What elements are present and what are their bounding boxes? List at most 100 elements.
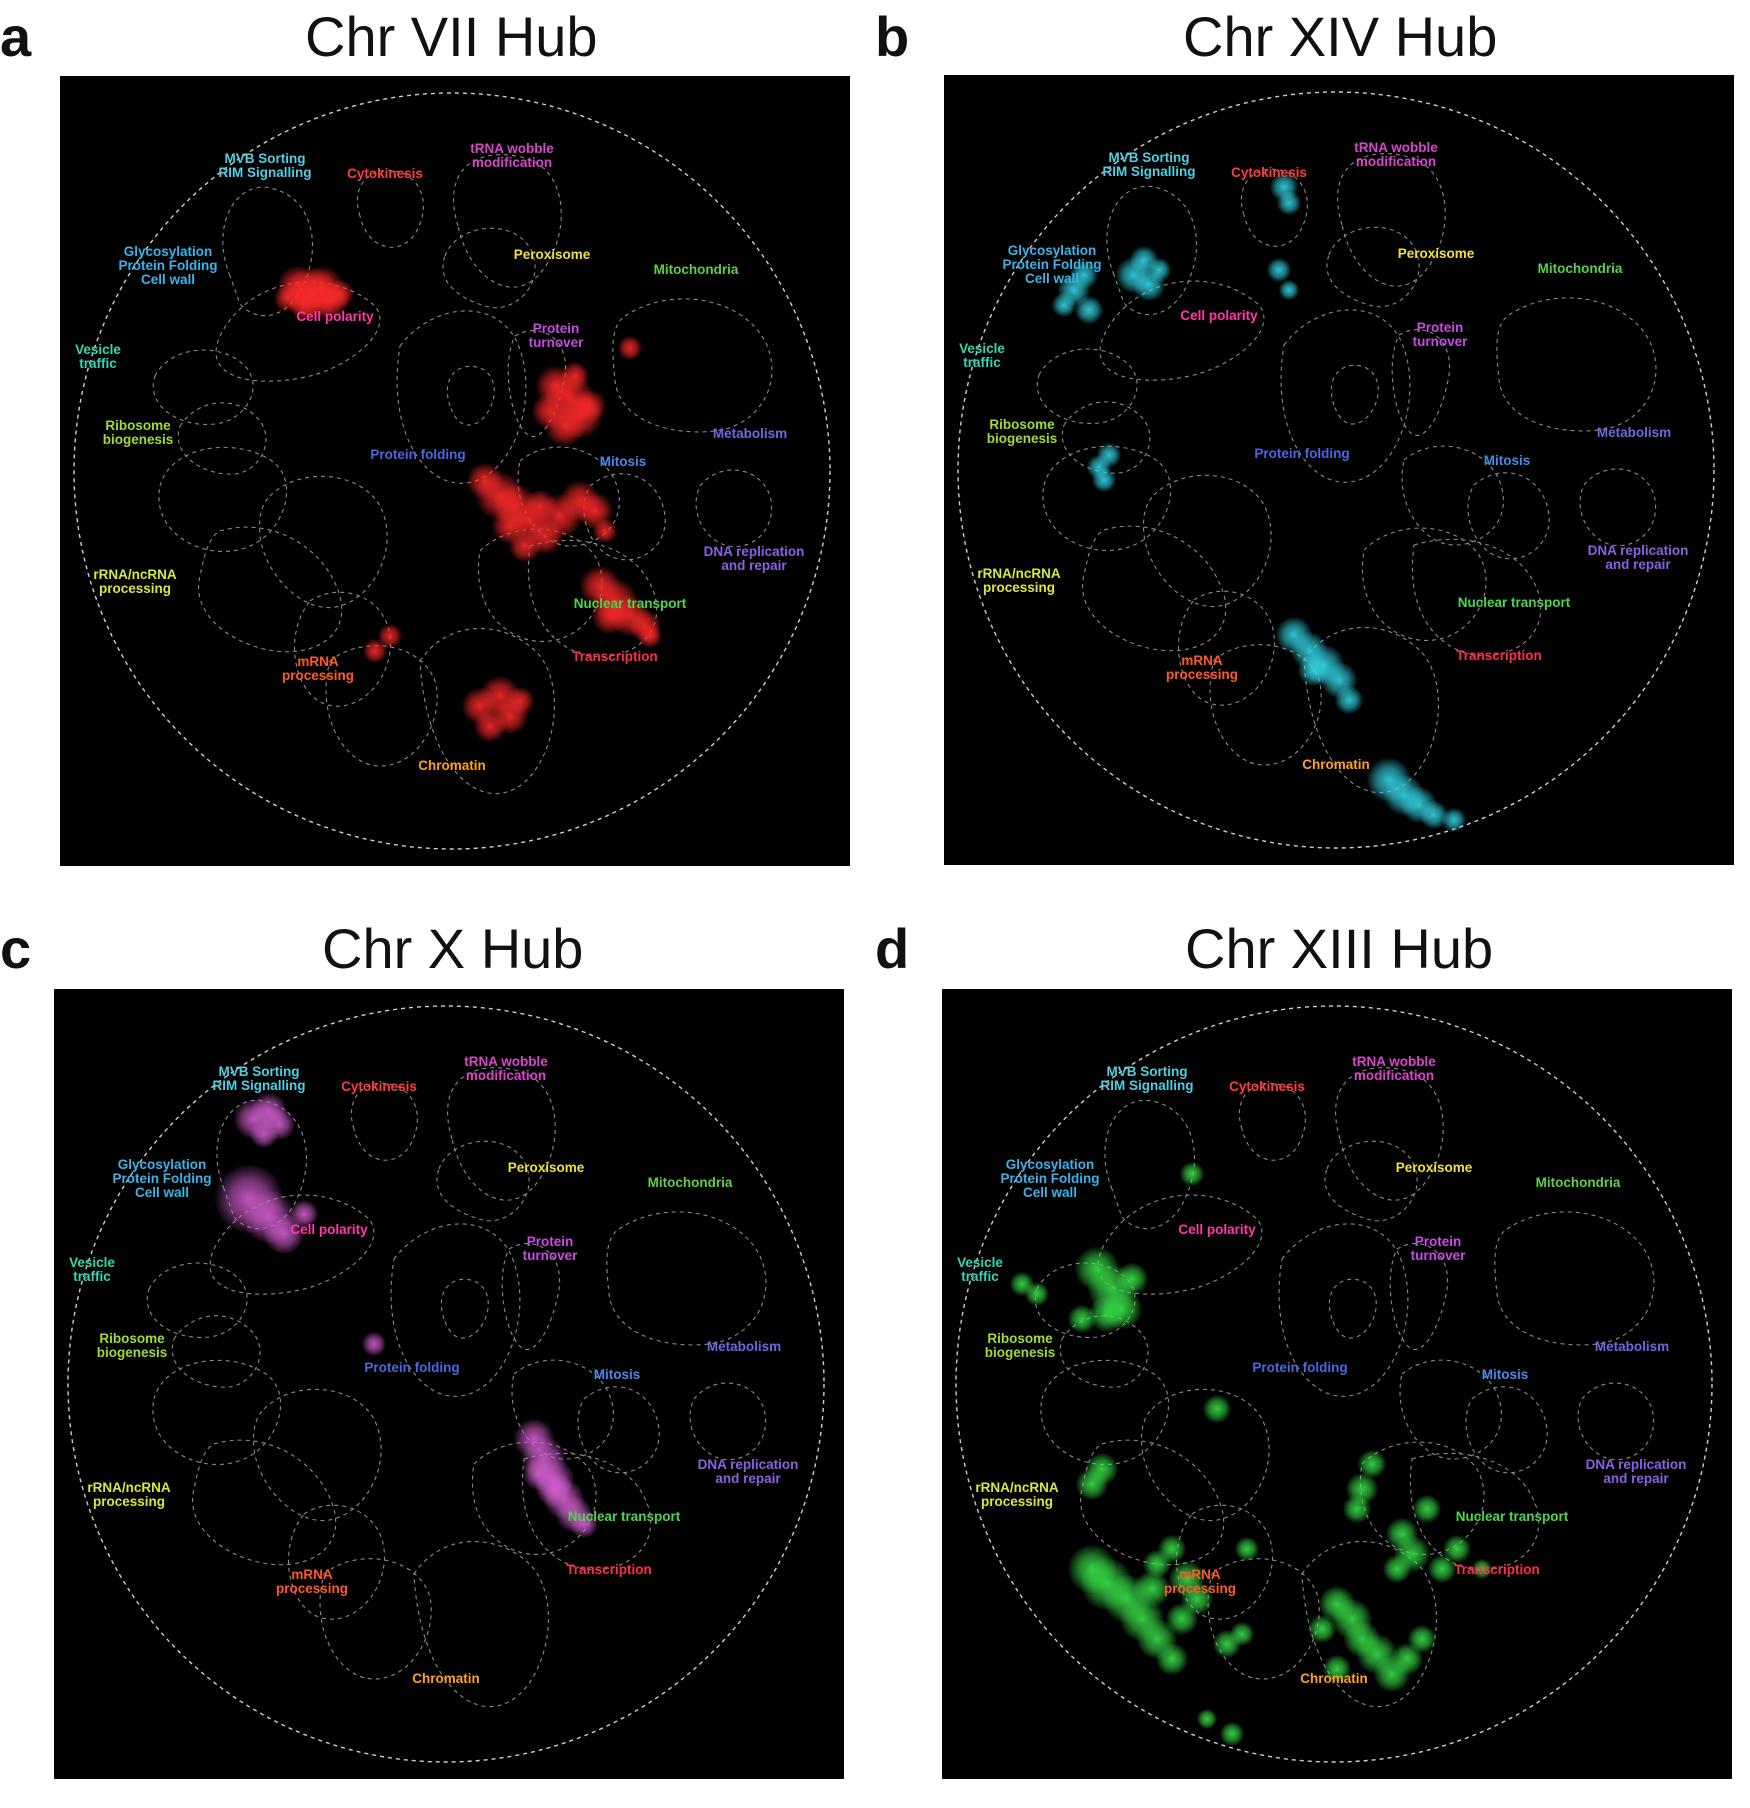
region-outline — [152, 349, 254, 426]
region-label-mitosis: Mitosis — [1482, 1367, 1529, 1382]
region-label-line: Transcription — [1454, 1562, 1540, 1577]
region-outline — [1207, 1558, 1320, 1680]
region-label-line: Ribosome — [989, 417, 1055, 432]
region-label-rrna: rRNA/ncRNA processing — [975, 1480, 1059, 1509]
region-label-line: and repair — [721, 558, 787, 573]
region-outline — [1278, 1223, 1409, 1397]
region-label-line: Cytokinesis — [347, 166, 423, 181]
panel-title: Chr XIII Hub — [1185, 917, 1494, 980]
region-label-trna: tRNA wobble modification — [470, 141, 554, 170]
network-map: MVB Sorting RIM Signalling Cytokinesis tRNA… — [944, 75, 1734, 865]
region-label-line: Protein — [527, 1234, 574, 1249]
region-label-nuclear: Nuclear transport — [1456, 1509, 1569, 1524]
gene-cluster-blob — [1075, 296, 1103, 324]
region-label-cytokinesis: Cytokinesis — [347, 166, 423, 181]
region-label-line: DNA replication — [704, 544, 805, 559]
region-label-line: Mitosis — [594, 1367, 641, 1382]
region-outline — [294, 591, 391, 707]
network-map-svg: MVB Sorting RIM Signalling Cytokinesis tRNA… — [957, 91, 1715, 849]
gene-cluster-blob — [1076, 1468, 1108, 1500]
gene-cluster-blob — [570, 1510, 598, 1538]
region-label-dna: DNA replication and repair — [704, 544, 805, 573]
region-label-line: Mitochondria — [648, 1175, 733, 1190]
region-label-line: Nuclear transport — [568, 1509, 681, 1524]
cluster-group — [1052, 173, 1466, 832]
region-label-mitochondria: Mitochondria — [1538, 261, 1623, 276]
region-outline — [1337, 153, 1446, 287]
region-label-line: Protein Folding — [113, 1171, 212, 1186]
gene-cluster-blob — [250, 1120, 278, 1148]
region-label-line: Transcription — [572, 649, 658, 664]
region-label-peroxisome: Peroxisome — [1398, 246, 1475, 261]
gene-cluster-blob — [1068, 1305, 1096, 1333]
region-label-line: processing — [1166, 667, 1238, 682]
region-label-mvb: MVB Sorting RIM Signalling — [1101, 1064, 1194, 1093]
gene-cluster-blob — [1143, 1550, 1171, 1578]
region-label-ribosome: Ribosome biogenesis — [985, 1331, 1056, 1360]
gene-cluster-blob — [1156, 1643, 1188, 1675]
region-label-line: MVB Sorting — [219, 1064, 300, 1079]
region-label-cytokinesis: Cytokinesis — [1231, 165, 1307, 180]
region-label-line: RIM Signalling — [1101, 1078, 1194, 1093]
region-label-dna: DNA replication and repair — [1586, 1457, 1687, 1486]
region-label-line: Protein Folding — [1003, 257, 1102, 272]
cluster-group — [1010, 1162, 1492, 1746]
region-label-line: Peroxisome — [1398, 246, 1475, 261]
region-label-line: Mitosis — [600, 454, 647, 469]
region-outline — [442, 227, 536, 309]
region-outline — [689, 1382, 767, 1461]
region-outline — [1238, 1082, 1306, 1161]
region-label-line: Chromatin — [418, 758, 486, 773]
gene-cluster-blob — [1180, 1162, 1204, 1186]
region-label-line: Ribosome — [105, 418, 171, 433]
region-label-line: Vesicle — [959, 341, 1005, 356]
region-outline — [1082, 525, 1227, 652]
region-label-line: mRNA — [1181, 653, 1223, 668]
region-label-line: modification — [472, 155, 552, 170]
region-outline — [583, 473, 666, 561]
region-label-line: Peroxisome — [514, 247, 591, 262]
network-map: MVB Sorting RIM Signalling Cytokinesis tRNA… — [60, 76, 850, 866]
gene-cluster-blob — [1203, 1395, 1231, 1423]
gene-cluster-blob — [1235, 1537, 1259, 1561]
region-label-turnover: Protein turnover — [529, 321, 585, 350]
region-label-cellpolarity: Cell polarity — [1180, 308, 1258, 323]
region-label-dna: DNA replication and repair — [698, 1457, 799, 1486]
region-outline — [396, 310, 527, 484]
region-label-line: RIM Signalling — [219, 165, 312, 180]
gene-cluster-blob — [1443, 1535, 1471, 1563]
region-outline — [1494, 1211, 1655, 1346]
region-outline — [1240, 168, 1308, 247]
network-map-svg: MVB Sorting RIM Signalling Cytokinesis tRNA… — [955, 1005, 1713, 1763]
region-label-mvb: MVB Sorting RIM Signalling — [1103, 150, 1196, 179]
region-label-line: Peroxisome — [508, 1160, 585, 1175]
region-label-chromatin: Chromatin — [412, 1671, 480, 1686]
gene-cluster-blob — [1092, 468, 1116, 492]
outer-boundary — [67, 1005, 825, 1763]
panel-letter: b — [875, 5, 910, 68]
region-label-glyco: Glycosylation Protein Folding Cell wall — [1001, 1157, 1100, 1200]
region-label-cellpolarity: Cell polarity — [296, 309, 374, 324]
region-label-line: tRNA wobble — [470, 141, 554, 156]
region-label-line: DNA replication — [1588, 543, 1689, 558]
region-label-mitosis: Mitosis — [594, 1367, 641, 1382]
region-label-trna: tRNA wobble modification — [1354, 140, 1438, 169]
gene-cluster-blob — [1428, 1555, 1456, 1583]
region-label-line: mRNA — [297, 654, 339, 669]
region-outline — [198, 526, 343, 653]
region-label-chromatin: Chromatin — [1302, 757, 1370, 772]
region-label-line: rRNA/ncRNA — [93, 567, 177, 582]
region-label-line: DNA replication — [1586, 1457, 1687, 1472]
region-label-line: RIM Signalling — [1103, 164, 1196, 179]
region-label-line: Protein folding — [1254, 446, 1349, 461]
region-label-peroxisome: Peroxisome — [514, 247, 591, 262]
panel-letter: d — [875, 917, 910, 980]
gene-cluster-blob — [1383, 1555, 1411, 1583]
network-map: MVB Sorting RIM Signalling Cytokinesis tRNA… — [54, 989, 844, 1779]
gene-cluster-blob — [474, 710, 506, 742]
region-label-line: turnover — [523, 1248, 579, 1263]
region-label-line: processing — [1164, 1581, 1236, 1596]
region-outline — [1059, 1315, 1149, 1388]
region-outline — [1178, 590, 1275, 706]
gene-cluster-blob — [492, 508, 528, 544]
